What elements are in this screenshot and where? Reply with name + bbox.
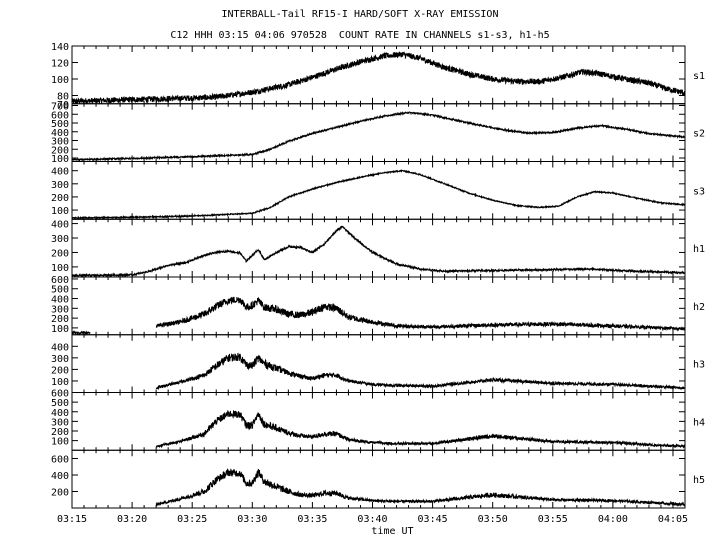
- x-tick-label: 03:45: [418, 514, 448, 525]
- y-tick-label-h5: 200: [51, 488, 69, 499]
- y-tick-label-h1: 400: [51, 220, 69, 231]
- series-line-h1: [71, 225, 686, 279]
- y-tick-label-h4: 400: [51, 408, 69, 419]
- series-line-h2: [71, 296, 686, 337]
- series-line-s1: [71, 51, 686, 105]
- series-line-s2: [71, 111, 686, 162]
- y-tick-label-h4: 300: [51, 417, 69, 428]
- y-tick-label-h2: 600: [51, 275, 69, 286]
- y-tick-label-h4: 200: [51, 427, 69, 438]
- panel-label-h3: h3: [693, 360, 705, 371]
- panel-label-h1: h1: [693, 244, 705, 255]
- y-tick-label-s3: 200: [51, 193, 69, 204]
- y-tick-label-s2: 200: [51, 145, 69, 156]
- x-tick-label: 03:30: [237, 514, 267, 525]
- y-tick-label-h1: 200: [51, 248, 69, 259]
- x-tick-label: 03:35: [297, 514, 327, 525]
- panel-label-h4: h4: [693, 417, 705, 428]
- y-tick-label-s1: 140: [51, 42, 69, 53]
- chart-subtitle: C12 HHH 03:15 04:06 970528 COUNT RATE IN…: [170, 30, 550, 41]
- y-tick-label-s3: 400: [51, 167, 69, 178]
- x-tick-label: 03:25: [177, 514, 207, 525]
- x-tick-label: 03:40: [357, 514, 387, 525]
- y-tick-label-h1: 100: [51, 263, 69, 274]
- y-tick-label-s1: 70: [57, 100, 69, 111]
- x-tick-label: 03:20: [117, 514, 147, 525]
- y-tick-label-h5: 400: [51, 471, 69, 482]
- panel-label-s2: s2: [693, 129, 705, 140]
- y-tick-label-h1: 300: [51, 234, 69, 245]
- y-tick-label-h2: 300: [51, 304, 69, 315]
- y-tick-label-h5: 600: [51, 455, 69, 466]
- panel-label-s1: s1: [693, 71, 705, 82]
- y-tick-label-h4: 100: [51, 437, 69, 448]
- y-tick-label-s2: 300: [51, 137, 69, 148]
- panel-label-h2: h2: [693, 302, 705, 313]
- y-tick-label-s2: 400: [51, 128, 69, 139]
- y-tick-label-s1: 80: [57, 92, 69, 103]
- x-tick-label: 03:50: [478, 514, 508, 525]
- y-tick-label-s3: 100: [51, 206, 69, 217]
- series-line-h4: [155, 410, 686, 449]
- y-tick-label-h3: 200: [51, 365, 69, 376]
- y-tick-label-s3: 300: [51, 180, 69, 191]
- y-tick-label-s2: 500: [51, 119, 69, 130]
- x-tick-label: 03:15: [57, 514, 87, 525]
- y-tick-label-h4: 500: [51, 398, 69, 409]
- panel-frame-s2: [71, 103, 686, 162]
- y-tick-label-s2: 700: [51, 102, 69, 113]
- panel-frame-s3: [71, 161, 686, 220]
- y-tick-label-h3: 100: [51, 377, 69, 388]
- y-tick-label-h2: 100: [51, 324, 69, 335]
- x-tick-label: 04:00: [598, 514, 628, 525]
- y-tick-label-s2: 100: [51, 154, 69, 165]
- panel-frame-h5: [71, 449, 686, 509]
- y-tick-label-s1: 100: [51, 75, 69, 86]
- y-tick-label-h2: 500: [51, 285, 69, 296]
- y-tick-label-h4: 600: [51, 389, 69, 400]
- panel-label-h5: h5: [693, 475, 705, 486]
- y-tick-label-h3: 400: [51, 342, 69, 353]
- y-tick-label-s2: 600: [51, 110, 69, 121]
- series-line-s3: [71, 169, 686, 220]
- y-tick-label-h2: 400: [51, 295, 69, 306]
- y-tick-label-s1: 120: [51, 59, 69, 70]
- series-line-h5: [155, 467, 686, 507]
- series-line-h3: [155, 352, 686, 391]
- x-tick-label: 03:55: [538, 514, 568, 525]
- chart-title: INTERBALL-Tail RF15-I HARD/SOFT X-RAY EM…: [221, 9, 499, 20]
- y-tick-label-h3: 300: [51, 354, 69, 365]
- y-tick-label-h2: 200: [51, 314, 69, 325]
- panel-label-s3: s3: [693, 186, 705, 197]
- x-tick-label: 04:05: [658, 514, 688, 525]
- x-axis-label: time UT: [371, 526, 413, 537]
